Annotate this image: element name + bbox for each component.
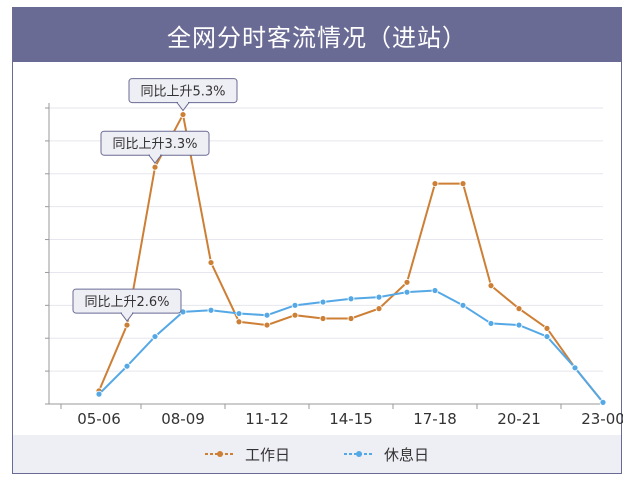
x-tick-label: 20-21 xyxy=(497,410,541,428)
data-point xyxy=(347,315,355,322)
data-point xyxy=(515,305,523,313)
data-point xyxy=(403,288,411,296)
data-point xyxy=(543,324,551,332)
data-point xyxy=(263,311,271,319)
legend-swatch-workday xyxy=(204,451,235,457)
legend: 工作日 休息日 xyxy=(13,435,621,473)
x-tick-label: 08-09 xyxy=(161,410,205,428)
x-tick-label: 14-15 xyxy=(329,410,373,428)
data-point xyxy=(179,111,187,118)
data-point xyxy=(347,295,355,303)
data-point xyxy=(95,390,103,398)
data-point xyxy=(291,301,299,309)
annotation-pointer xyxy=(120,312,134,322)
data-point xyxy=(123,362,131,370)
data-point xyxy=(151,163,159,171)
data-point xyxy=(375,293,383,301)
annotation-text: 同比上升2.6% xyxy=(84,295,169,310)
x-tick-label: 17-18 xyxy=(413,410,457,428)
x-tick-label: 11-12 xyxy=(245,410,289,428)
chart-panel: 全网分时客流情况（进站） 05-06 08-09 11-12 14-15 17-18 20… xyxy=(12,7,623,474)
x-tick-label: 23-00 xyxy=(581,410,623,428)
data-point xyxy=(431,180,439,188)
data-point xyxy=(403,278,411,286)
x-tick-label: 05-06 xyxy=(77,410,121,428)
annotation-text: 同比上升3.3% xyxy=(112,137,197,152)
annotation-text: 同比上升5.3% xyxy=(140,85,225,100)
data-point xyxy=(459,301,467,309)
data-point xyxy=(431,287,439,294)
data-point xyxy=(375,305,383,313)
data-point xyxy=(235,318,243,326)
data-point xyxy=(207,306,215,314)
line-chart: 05-06 08-09 11-12 14-15 17-18 20-21 23-00 同比上升5… xyxy=(45,78,623,428)
series-line-0 xyxy=(98,111,604,403)
data-point xyxy=(235,310,243,317)
annotation-callout: 同比上升5.3% xyxy=(128,78,238,112)
legend-item-workday[interactable]: 工作日 xyxy=(204,444,290,465)
legend-label-workday: 工作日 xyxy=(244,445,290,464)
legend-label-restday: 休息日 xyxy=(384,445,430,464)
annotation-callout: 同比上升3.3% xyxy=(100,130,210,165)
data-point xyxy=(599,398,607,406)
data-point xyxy=(263,321,271,329)
data-point xyxy=(291,311,299,319)
legend-item-restday[interactable]: 休息日 xyxy=(344,444,429,465)
data-point xyxy=(487,282,495,290)
data-point xyxy=(459,180,467,188)
legend-swatch-restday xyxy=(344,451,374,457)
annotation-pointer xyxy=(176,102,190,112)
data-point xyxy=(319,315,327,322)
data-point xyxy=(571,364,579,372)
data-point xyxy=(151,333,159,340)
data-point xyxy=(207,259,215,266)
data-point xyxy=(487,320,495,327)
annotation-callout: 同比上升2.6% xyxy=(72,288,182,322)
data-point xyxy=(515,321,523,329)
chart-title: 全网分时客流情况（进站） xyxy=(13,8,621,62)
data-point xyxy=(543,333,551,340)
data-point xyxy=(319,298,327,306)
data-point xyxy=(123,321,131,329)
